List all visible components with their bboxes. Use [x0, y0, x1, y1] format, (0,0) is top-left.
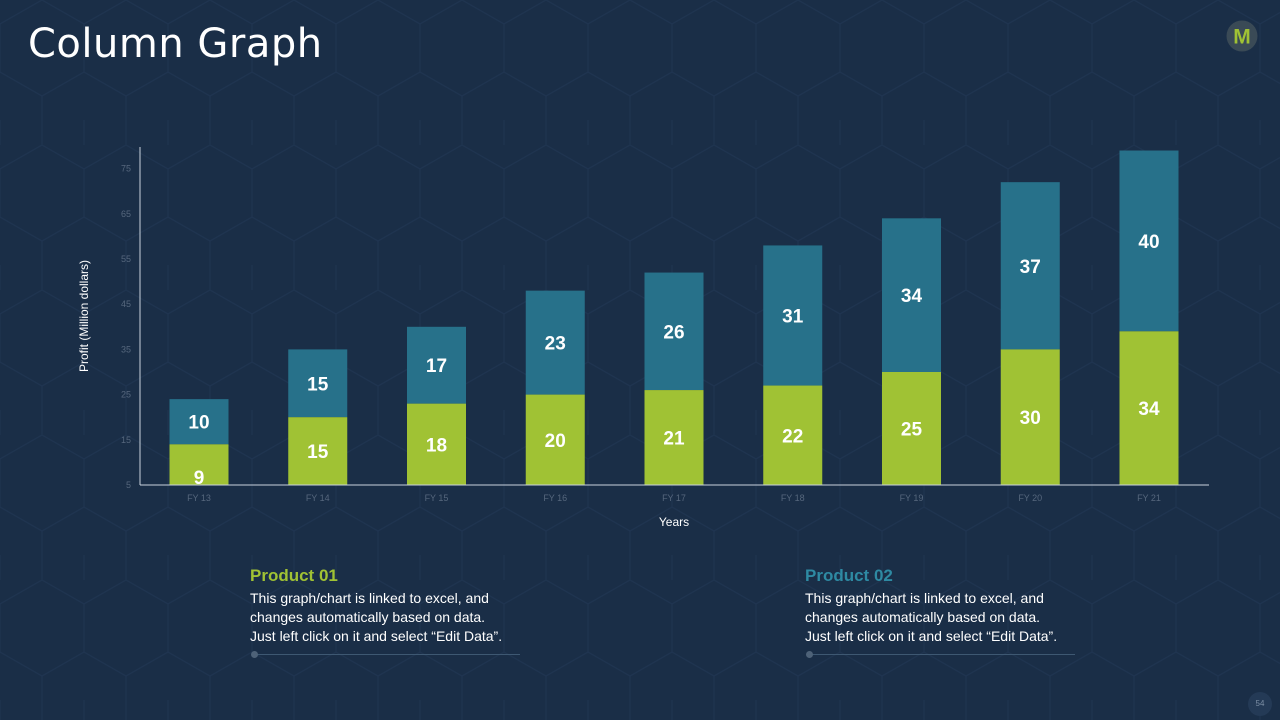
bar-value-label-product-01: 22 [782, 426, 803, 447]
legend-description-product-02: This graph/chart is linked to excel, and… [805, 589, 1105, 646]
bar-value-label-product-02: 31 [782, 307, 804, 328]
x-tick-label: FY 15 [425, 493, 449, 503]
bar-value-label-product-02: 15 [307, 374, 329, 395]
bar-value-label-product-02: 17 [426, 356, 447, 377]
legend-divider [250, 651, 520, 658]
x-tick-label: FY 17 [662, 493, 686, 503]
y-tick-label: 65 [121, 209, 131, 219]
legend-product-02: Product 02 This graph/chart is linked to… [805, 566, 1105, 658]
bar-value-labels: 9 10 15 15 18 17 20 23 21 26 22 31 25 34 30 37 34 40 [188, 232, 1160, 489]
slide-title: Column Graph [28, 21, 323, 67]
divider-rule [809, 654, 1075, 655]
brand-logo-icon: M [1226, 20, 1258, 52]
page-number: 54 [1248, 692, 1272, 716]
x-tick-label: FY 20 [1018, 493, 1042, 503]
y-tick-label: 35 [121, 344, 131, 354]
bar-product-02 [525, 290, 585, 395]
bar-value-label-product-01: 25 [901, 420, 923, 441]
bar-product-01 [882, 372, 941, 485]
y-tick-label: 75 [121, 164, 131, 174]
bar-product-02 [169, 399, 229, 445]
bar-value-label-product-01: 18 [426, 435, 447, 456]
bar-product-01 [1000, 349, 1060, 485]
divider-dot [806, 651, 813, 658]
bar-value-label-product-02: 37 [1020, 257, 1041, 278]
bar-product-02 [644, 272, 704, 391]
legend-divider [805, 651, 1075, 658]
legend-product-01: Product 01 This graph/chart is linked to… [250, 566, 550, 658]
bar-product-02 [288, 349, 348, 418]
x-tick-label: FY 16 [543, 493, 567, 503]
y-tick-label: 55 [121, 254, 131, 264]
bar-product-02 [1119, 150, 1179, 332]
x-tick-label: FY 18 [781, 493, 805, 503]
y-tick-label: 25 [121, 390, 131, 400]
y-axis-ticks: 5 15 25 35 45 55 65 75 [121, 164, 131, 490]
x-tick-label: FY 14 [306, 493, 330, 503]
legend-line-3: Just left click on it and select “Edit D… [250, 628, 503, 644]
bar-value-label-product-01: 34 [1138, 399, 1160, 420]
legend-line-2: changes automatically based on data. [250, 609, 486, 625]
legend-line-1: This graph/chart is linked to excel, and [250, 590, 489, 606]
x-axis-title: Years [659, 515, 689, 529]
bar-value-label-product-01: 30 [1020, 408, 1041, 429]
y-tick-label: 15 [121, 435, 131, 445]
legend-title-product-01: Product 01 [250, 566, 338, 585]
x-axis-ticks: FY 13 FY 14 FY 15 FY 16 FY 17 FY 18 FY 19 FY 20… [187, 493, 1161, 503]
legend-line-3: Just left click on it and select “Edit D… [805, 628, 1058, 644]
bar-product-01 [407, 403, 466, 485]
bar-product-01 [525, 394, 585, 485]
legend-description-product-01: This graph/chart is linked to excel, and… [250, 589, 550, 646]
bar-product-02 [1000, 182, 1060, 350]
legend-line-1: This graph/chart is linked to excel, and [805, 590, 1044, 606]
legend-title-product-02: Product 02 [805, 566, 893, 585]
bar-product-01 [763, 385, 823, 485]
bar-value-label-product-02: 26 [663, 322, 684, 343]
divider-rule [254, 654, 520, 655]
logo-letter: M [1233, 26, 1251, 49]
y-tick-label: 5 [126, 480, 131, 490]
bar-product-01 [169, 444, 229, 485]
bar-value-label-product-02: 34 [901, 286, 923, 307]
bar-value-label-product-02: 23 [545, 334, 566, 355]
bar-product-01 [644, 390, 704, 485]
y-tick-label: 45 [121, 299, 131, 309]
x-tick-label: FY 13 [187, 493, 211, 503]
y-axis-title: Profit (Million dollars) [77, 260, 91, 372]
bar-value-label-product-01: 20 [545, 431, 566, 452]
bar-product-01 [1119, 331, 1179, 485]
bar-groups [169, 150, 1179, 485]
bar-product-02 [882, 218, 941, 372]
bar-value-label-product-02: 10 [188, 413, 209, 434]
bar-product-02 [763, 245, 823, 386]
divider-dot [251, 651, 258, 658]
x-tick-label: FY 21 [1137, 493, 1161, 503]
bar-value-label-product-01: 21 [663, 429, 685, 450]
bar-value-label-product-01: 9 [194, 468, 205, 489]
bar-product-02 [407, 326, 466, 404]
x-tick-label: FY 19 [900, 493, 924, 503]
bar-value-label-product-02: 40 [1138, 232, 1159, 253]
legend-line-2: changes automatically based on data. [805, 609, 1041, 625]
bar-value-label-product-01: 15 [307, 442, 329, 463]
bar-product-01 [288, 417, 348, 485]
